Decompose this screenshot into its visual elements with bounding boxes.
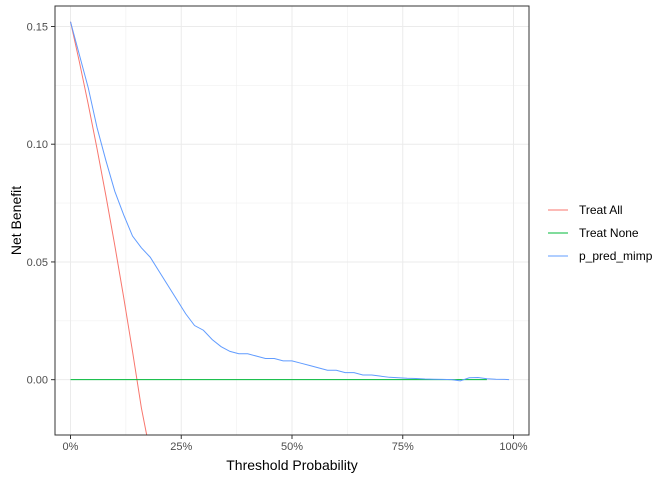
x-axis-title: Threshold Probability <box>226 457 358 473</box>
y-tick-label: 0.10 <box>27 139 48 151</box>
x-tick-label: 50% <box>281 441 303 453</box>
legend-label: p_pred_mimp <box>579 249 653 263</box>
x-tick-label: 25% <box>170 441 192 453</box>
series-line-p-pred-mimp <box>70 21 510 382</box>
x-tick-label: 100% <box>499 441 527 453</box>
y-tick-label: 0.05 <box>27 257 48 269</box>
y-tick-label: 0.00 <box>27 375 48 387</box>
legend: Treat All Treat None p_pred_mimp <box>548 203 653 263</box>
x-tick-label: 0% <box>63 441 79 453</box>
legend-label: Treat None <box>579 226 639 240</box>
x-axis-ticks: 0% 25% 50% 75% 100% <box>63 435 528 453</box>
y-axis-title: Net Benefit <box>8 186 24 255</box>
series-lines <box>70 21 510 435</box>
x-tick-label: 75% <box>392 441 414 453</box>
y-tick-label: 0.15 <box>27 21 48 33</box>
y-axis-ticks: 0.00 0.05 0.10 0.15 <box>27 21 55 387</box>
legend-label: Treat All <box>579 203 623 217</box>
